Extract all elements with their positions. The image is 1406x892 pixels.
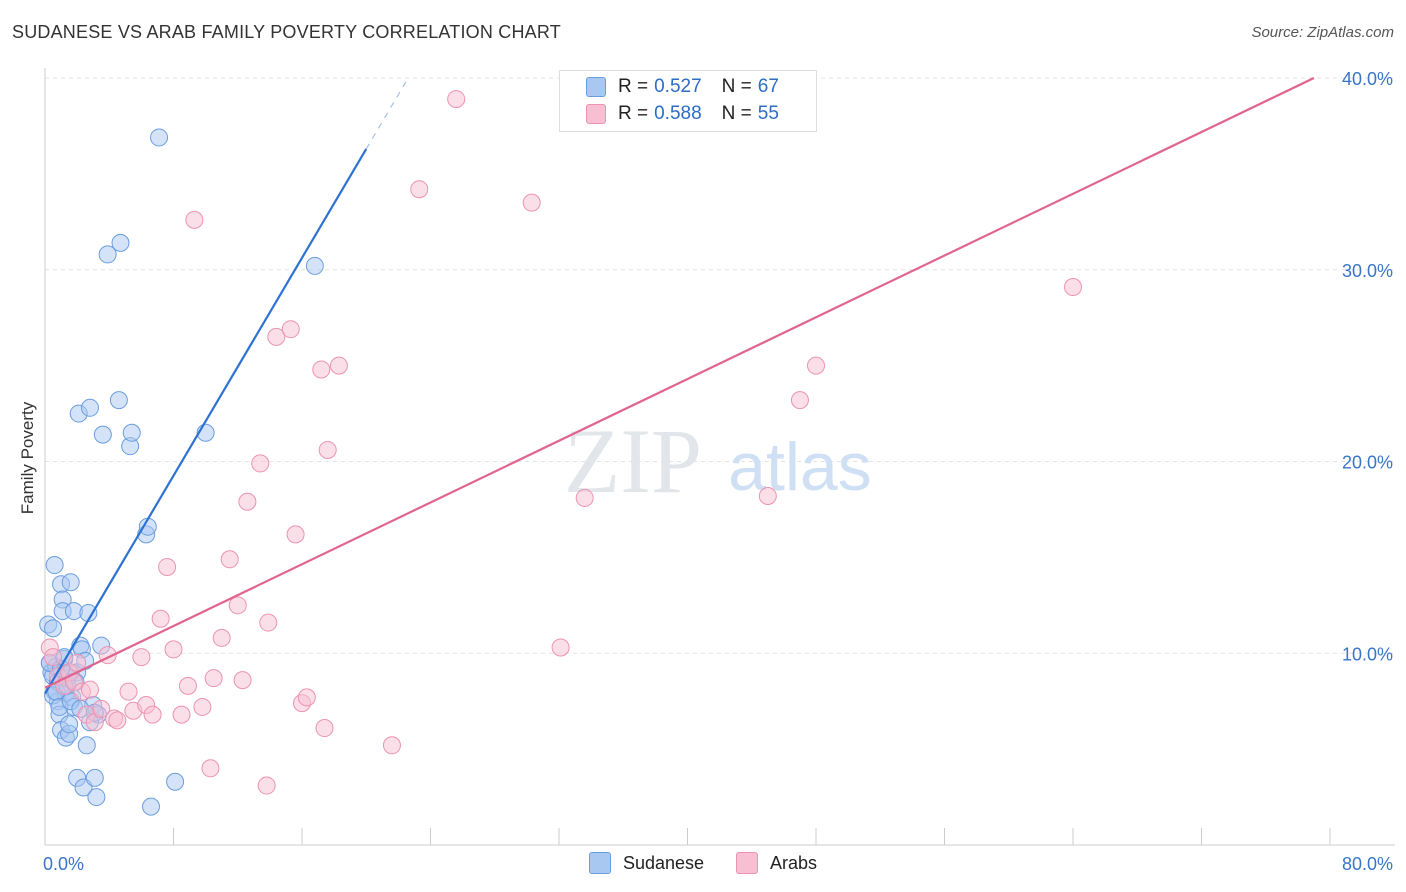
series-legend: Sudanese Arabs <box>0 852 1406 874</box>
arabs-legend-label: Arabs <box>770 852 818 873</box>
r-value: 0.527 <box>654 76 702 97</box>
axes <box>44 68 1395 846</box>
arabs-point <box>551 638 570 657</box>
watermark-atlas: atlas <box>728 429 872 505</box>
r-value: 0.588 <box>654 103 702 124</box>
arabs-point <box>315 719 334 738</box>
arabs-point <box>92 699 111 718</box>
trend-lines <box>44 77 1315 695</box>
arabs-point <box>807 356 825 375</box>
arabs-point <box>201 759 220 778</box>
arabs-point <box>238 492 257 511</box>
chart-title: SUDANESE VS ARAB FAMILY POVERTY CORRELAT… <box>12 22 561 42</box>
sudanese-point <box>85 768 104 787</box>
sudanese-point <box>87 788 106 807</box>
arabs-point <box>212 628 231 647</box>
arabs-point <box>251 454 270 473</box>
sudanese-legend-label: Sudanese <box>622 852 705 873</box>
stats-legend: R = 0.527 N = 67 R = 0.588 N = 55 <box>559 70 817 132</box>
sudanese-point <box>166 772 185 791</box>
arabs-point <box>312 360 331 379</box>
data-points <box>39 90 1082 816</box>
arabs-legend-swatch <box>736 852 759 874</box>
y-tick-label: 10.0% <box>1342 644 1393 664</box>
arabs-point <box>44 648 63 667</box>
arabs-swatch <box>586 104 606 124</box>
arabs-point <box>1064 278 1082 297</box>
arabs-point <box>178 676 197 695</box>
arabs-point <box>108 711 127 730</box>
sudanese-point <box>305 256 324 275</box>
sudanese-point <box>60 715 79 734</box>
y-tick-label: 40.0% <box>1342 69 1393 89</box>
sudanese-point <box>45 556 64 575</box>
legend-item-sudanese[interactable]: Sudanese <box>588 852 705 874</box>
sudanese-trend-line <box>44 148 368 695</box>
sudanese-point <box>122 423 141 442</box>
arabs-point <box>297 688 316 707</box>
arabs-point <box>151 609 170 628</box>
arabs-point <box>410 180 429 199</box>
sudanese-point <box>80 398 99 417</box>
sudanese-point <box>44 619 63 638</box>
n-value: 55 <box>757 103 779 124</box>
arabs-point <box>119 682 138 701</box>
arabs-point <box>220 550 239 569</box>
arabs-point <box>158 557 177 576</box>
arabs-point <box>286 525 305 544</box>
arabs-point <box>259 613 278 632</box>
x-tick-label: 0.0% <box>43 854 84 874</box>
arabs-point <box>132 648 151 667</box>
arabs-point <box>257 776 276 795</box>
arabs-point <box>281 320 300 339</box>
sudanese-point <box>61 573 80 592</box>
sudanese-point <box>142 797 161 816</box>
arabs-point <box>193 697 212 716</box>
watermark: ZIP atlas <box>564 410 872 512</box>
arabs-point <box>329 356 348 375</box>
n-label: N = <box>721 76 752 97</box>
sudanese-point <box>93 425 112 444</box>
arabs-point <box>758 487 777 506</box>
r-label: R = <box>618 103 649 124</box>
arabs-point <box>80 680 99 699</box>
x-tick-labels: 0.0% 80.0% <box>43 854 1393 874</box>
arabs-point <box>185 210 204 229</box>
x-tick-label: 80.0% <box>1342 854 1393 874</box>
arabs-point <box>143 705 162 724</box>
arabs-point <box>575 488 594 507</box>
arabs-point <box>172 705 191 724</box>
arabs-point <box>233 671 252 690</box>
stats-row-arabs: R = 0.588 N = 55 <box>586 101 799 127</box>
n-value: 67 <box>757 76 779 97</box>
sudanese-trend-extension <box>365 80 407 150</box>
arabs-point <box>267 327 286 346</box>
stats-row-sudanese: R = 0.527 N = 67 <box>586 74 799 100</box>
arabs-point <box>447 90 466 109</box>
sudanese-point <box>150 128 169 147</box>
y-tick-label: 30.0% <box>1342 261 1393 281</box>
arabs-point <box>164 640 183 659</box>
arabs-point <box>790 391 809 410</box>
n-label: N = <box>721 103 752 124</box>
sudanese-point <box>98 245 117 264</box>
chart-source: Source: ZipAtlas.com <box>1251 24 1394 41</box>
sudanese-point <box>111 233 130 252</box>
arabs-point <box>228 596 247 615</box>
grid-lines <box>45 77 1395 654</box>
y-tick-labels: 10.0% 20.0% 30.0% 40.0% <box>1342 69 1393 664</box>
arabs-point <box>382 736 401 755</box>
arabs-trend-line <box>44 77 1315 689</box>
sudanese-legend-swatch <box>588 852 611 874</box>
arabs-point <box>204 669 223 688</box>
r-label: R = <box>618 76 649 97</box>
arabs-point <box>318 440 337 459</box>
sudanese-swatch <box>586 77 606 97</box>
arabs-point <box>522 193 541 212</box>
sudanese-point <box>77 736 96 755</box>
y-tick-label: 20.0% <box>1342 453 1393 473</box>
legend-item-arabs[interactable]: Arabs <box>736 852 817 874</box>
sudanese-point <box>109 391 128 410</box>
